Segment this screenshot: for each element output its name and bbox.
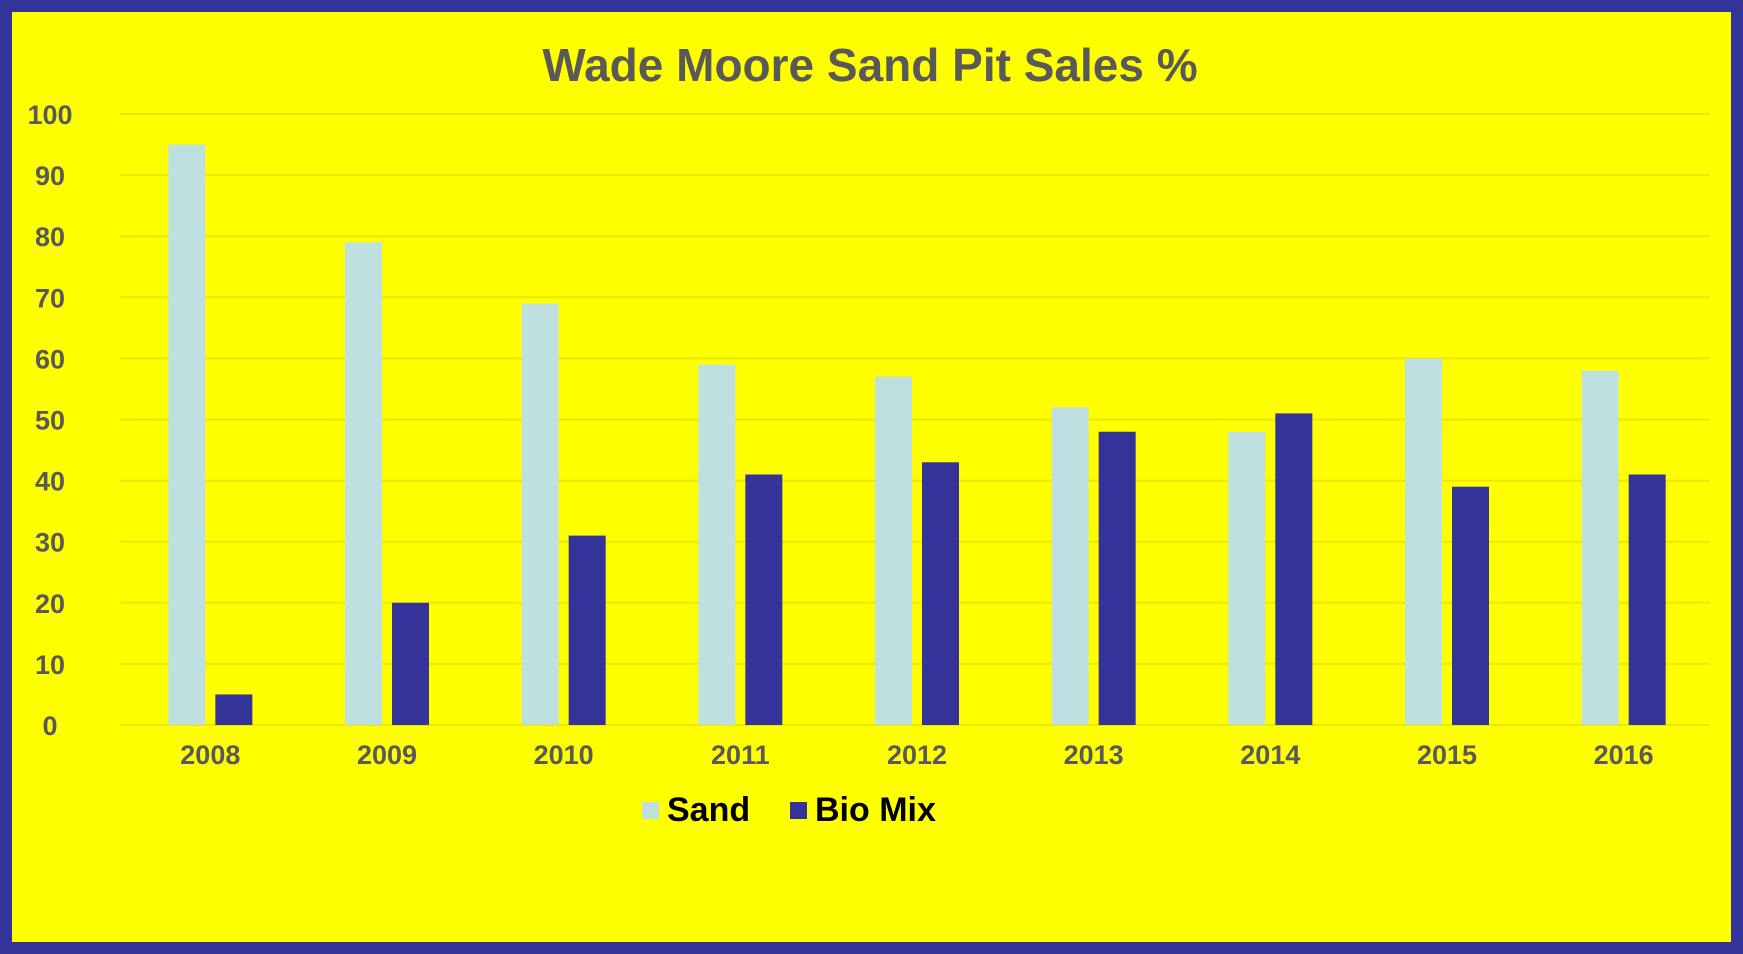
bar-sand xyxy=(698,364,736,725)
legend-label: Bio Mix xyxy=(815,791,936,829)
bar-bio-mix xyxy=(215,694,253,725)
bar-sand xyxy=(521,303,559,725)
y-tick-label: 50 xyxy=(35,406,65,436)
legend-swatch xyxy=(642,802,659,819)
gridlines xyxy=(120,113,1710,726)
bar-sand xyxy=(875,376,912,725)
y-tick-label: 100 xyxy=(27,100,72,130)
y-tick-label: 90 xyxy=(35,161,65,191)
bar-bio-mix xyxy=(745,474,783,725)
y-tick-label: 70 xyxy=(35,283,65,313)
x-axis-ticks: 2008 2009 2010 2011 2012 2013 2014 2015 2016 xyxy=(180,740,1653,770)
x-tick-label: 2016 xyxy=(1594,740,1654,770)
legend-label: Sand xyxy=(667,791,750,829)
bar-bio-mix xyxy=(1628,474,1666,725)
chart-title: Wade Moore Sand Pit Sales % xyxy=(542,39,1197,91)
y-tick-label: 20 xyxy=(35,589,65,619)
x-tick-label: 2015 xyxy=(1417,740,1477,770)
x-tick-label: 2011 xyxy=(711,740,770,770)
y-tick-label: 10 xyxy=(35,650,65,680)
bar-bio-mix xyxy=(1098,431,1136,725)
bar-sand xyxy=(1228,431,1266,725)
bar-bio-mix xyxy=(392,602,429,725)
chart-frame: Wade Moore Sand Pit Sales % 0 10 20 30 40 50 6… xyxy=(12,12,1731,942)
bar-sand xyxy=(1581,370,1619,725)
y-tick-label: 0 xyxy=(42,711,57,741)
bar-bio-mix xyxy=(922,462,959,725)
x-tick-label: 2014 xyxy=(1240,740,1300,770)
bar-sand xyxy=(1051,407,1089,725)
bar-sand xyxy=(168,144,206,726)
legend: Sand Bio Mix xyxy=(642,791,936,829)
legend-swatch xyxy=(790,802,807,819)
y-tick-label: 30 xyxy=(35,528,65,558)
bars xyxy=(168,144,1666,726)
bar-sand xyxy=(1405,358,1442,725)
x-tick-label: 2008 xyxy=(180,740,240,770)
bar-bio-mix xyxy=(1275,413,1313,725)
x-tick-label: 2012 xyxy=(887,740,947,770)
y-axis-ticks: 0 10 20 30 40 50 60 70 80 90 100 xyxy=(27,100,72,741)
y-tick-label: 80 xyxy=(35,222,65,252)
y-tick-label: 60 xyxy=(35,344,65,374)
x-tick-label: 2009 xyxy=(357,740,417,770)
bar-bio-mix xyxy=(1452,486,1489,725)
x-tick-label: 2010 xyxy=(534,740,594,770)
x-tick-label: 2013 xyxy=(1064,740,1124,770)
bar-sand xyxy=(345,242,382,725)
y-tick-label: 40 xyxy=(35,467,65,497)
bar-chart: Wade Moore Sand Pit Sales % 0 10 20 30 40 50 6… xyxy=(27,39,1710,829)
bar-bio-mix xyxy=(568,535,606,725)
